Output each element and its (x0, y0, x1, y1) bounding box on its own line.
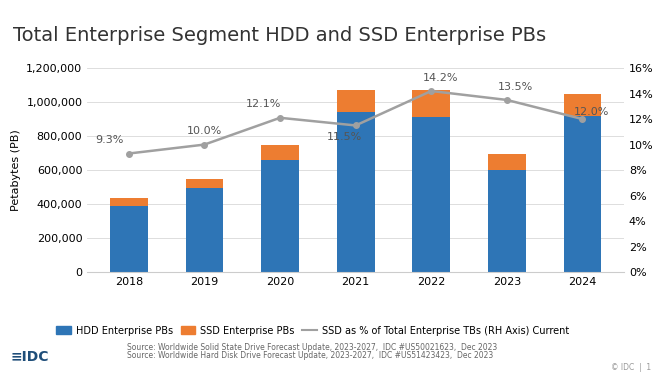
Text: 12.0%: 12.0% (574, 107, 609, 116)
Text: 14.2%: 14.2% (423, 73, 458, 84)
Bar (337, 90, 374, 112)
Text: 9.3%: 9.3% (96, 135, 124, 144)
Text: ≡IDC: ≡IDC (10, 350, 48, 364)
Legend: HDD Enterprise PBs, SSD Enterprise PBs, SSD as % of Total Enterprise TBs (RH Axi: HDD Enterprise PBs, SSD Enterprise PBs, … (52, 322, 573, 340)
Bar (185, 179, 223, 188)
Bar (413, 90, 450, 117)
Bar (564, 94, 601, 116)
Text: 13.5%: 13.5% (499, 82, 533, 92)
Text: Source: Worldwide Solid State Drive Forecast Update, 2023-2027,  IDC #US50021623: Source: Worldwide Solid State Drive Fore… (127, 342, 498, 352)
Bar (488, 170, 526, 272)
Text: © IDC  |  1: © IDC | 1 (611, 363, 651, 372)
Bar (261, 145, 299, 160)
Text: 12.1%: 12.1% (246, 99, 281, 109)
Text: 11.5%: 11.5% (327, 132, 362, 142)
Y-axis label: Petabytes (PB): Petabytes (PB) (11, 129, 21, 211)
Bar (261, 160, 299, 272)
Bar (110, 206, 148, 272)
Bar (185, 188, 223, 272)
Bar (413, 117, 450, 272)
Text: Total Enterprise Segment HDD and SSD Enterprise PBs: Total Enterprise Segment HDD and SSD Ent… (13, 26, 547, 45)
Bar (110, 198, 148, 206)
Text: Source: Worldwide Hard Disk Drive Forecast Update, 2023-2027,  IDC #US51423423, : Source: Worldwide Hard Disk Drive Foreca… (127, 351, 494, 360)
Text: 10.0%: 10.0% (187, 125, 222, 136)
Bar (337, 112, 374, 272)
Bar (564, 116, 601, 272)
Bar (488, 154, 526, 170)
